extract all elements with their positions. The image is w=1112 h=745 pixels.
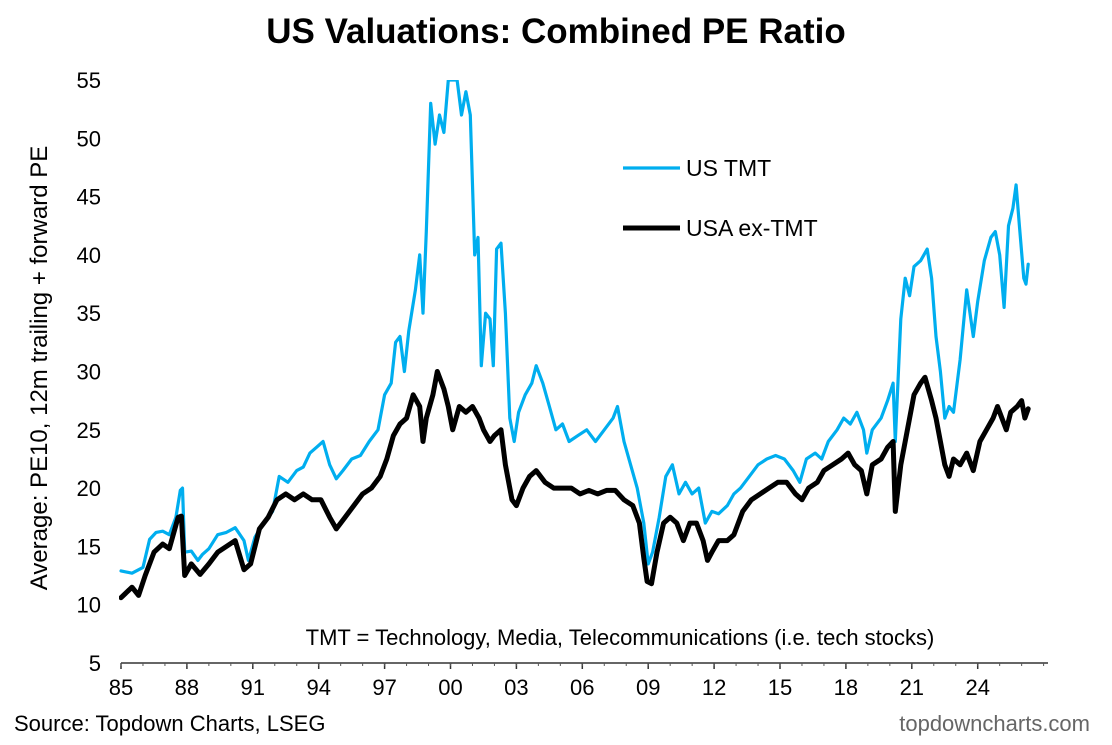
x-tick-label: 97	[372, 675, 396, 700]
y-tick-label: 10	[77, 593, 101, 618]
y-tick-label: 35	[77, 301, 101, 326]
y-tick-label: 5	[89, 651, 101, 676]
axes: 5 10 15 20 25 30 35 40 45 50 55 85 88 91 94 97 00 03 06 09 1…	[77, 68, 1048, 700]
series-line-usa-ex-tmt	[119, 369, 1031, 601]
y-tick-label: 30	[77, 360, 101, 385]
x-tick-label: 21	[900, 675, 924, 700]
y-tick-label: 20	[77, 476, 101, 501]
x-tick-label: 12	[702, 675, 726, 700]
y-tick-label: 25	[77, 418, 101, 443]
x-tick-label: 09	[636, 675, 660, 700]
y-tick-label: 15	[77, 534, 101, 559]
legend-label-usa-ex-tmt: USA ex-TMT	[686, 215, 818, 241]
y-tick-label: 55	[77, 68, 101, 93]
y-tick-label: 45	[77, 185, 101, 210]
series-line-us-tmt	[119, 80, 1030, 575]
x-tick-label: 88	[175, 675, 199, 700]
x-tick-label: 03	[504, 675, 528, 700]
source-note: Source: Topdown Charts, LSEG	[14, 711, 326, 736]
series-layer	[119, 80, 1031, 601]
x-tick-label: 94	[306, 675, 330, 700]
x-tick-label: 24	[965, 675, 989, 700]
x-tick-label: 06	[570, 675, 594, 700]
legend: US TMT USA ex-TMT	[623, 155, 818, 241]
y-tick-label: 50	[77, 126, 101, 151]
chart-annotation: TMT = Technology, Media, Telecommunicati…	[306, 625, 935, 650]
x-tick-label: 85	[109, 675, 133, 700]
y-tick-label: 40	[77, 243, 101, 268]
x-tick-label: 15	[768, 675, 792, 700]
legend-label-us-tmt: US TMT	[686, 155, 771, 181]
brand-watermark: topdowncharts.com	[899, 711, 1090, 736]
chart-title: US Valuations: Combined PE Ratio	[266, 12, 846, 51]
x-tick-label: 91	[241, 675, 265, 700]
x-tick-label: 18	[834, 675, 858, 700]
x-tick-label: 00	[438, 675, 462, 700]
